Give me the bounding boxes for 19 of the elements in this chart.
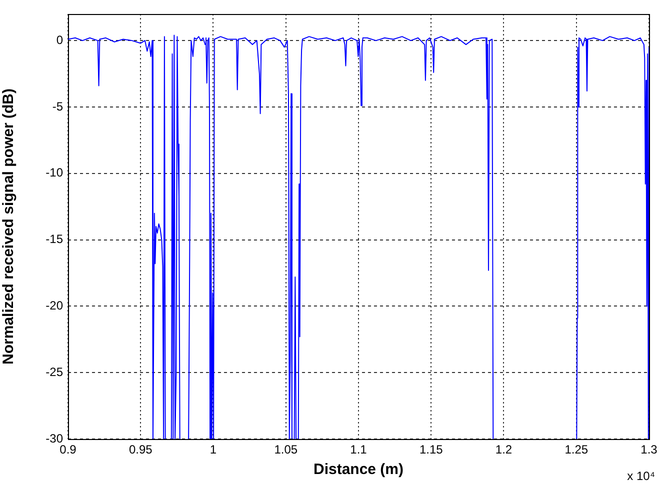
y-axis-title: Normalized received signal power (dB): [0, 88, 18, 364]
x-tick-label: 1.15: [419, 442, 444, 457]
y-tick-label: -15: [46, 232, 64, 246]
x-tick-label: 1.05: [274, 442, 298, 457]
y-tick-label: -5: [52, 99, 64, 114]
y-tick-label: -10: [46, 166, 64, 180]
x-tick-label: 1.3: [640, 442, 658, 457]
x-tick-label: 1.25: [564, 442, 588, 457]
text: x 10⁴: [627, 469, 655, 483]
x-tick-label: 1.1: [350, 442, 368, 457]
x-tick-label: 0.95: [128, 442, 153, 457]
y-tick-label: -30: [46, 431, 64, 446]
x-tick-label: 1: [210, 442, 217, 457]
y-tick-label: -25: [46, 364, 64, 379]
y-tick-label: -20: [46, 298, 64, 312]
y-tick-label: 0: [56, 32, 64, 47]
x-axis-title: Distance (m): [313, 461, 404, 478]
x-tick-label: 1.2: [495, 442, 512, 457]
x-tick-label: 0.9: [60, 442, 77, 457]
